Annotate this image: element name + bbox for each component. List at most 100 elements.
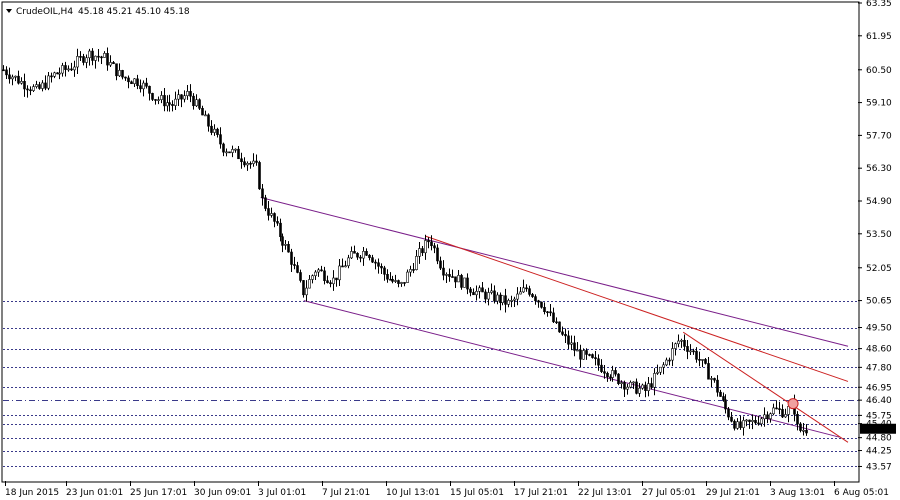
candle-body xyxy=(552,312,555,323)
candle-body xyxy=(594,357,597,360)
candle-body xyxy=(561,331,564,335)
candle-body xyxy=(540,301,543,308)
y-tick-label: 59.10 xyxy=(866,99,892,109)
candle-body xyxy=(769,413,772,419)
candle-body xyxy=(145,82,148,87)
candle-body xyxy=(653,373,656,388)
candle-body xyxy=(644,384,647,391)
candle-body xyxy=(26,88,29,91)
candle-body xyxy=(186,91,189,97)
candle-body xyxy=(299,272,302,281)
plot-frame xyxy=(1,1,860,483)
candle-body xyxy=(338,265,341,281)
candle-body xyxy=(576,349,579,352)
candle-body xyxy=(281,236,284,246)
candle-body xyxy=(772,407,775,415)
candle-body xyxy=(293,264,296,266)
candle-body xyxy=(180,94,183,100)
candle-body xyxy=(454,276,457,283)
candle-body xyxy=(2,69,5,72)
candle-body xyxy=(383,267,386,275)
candle-body xyxy=(118,70,121,77)
candle-body xyxy=(240,158,243,163)
candle-body xyxy=(579,349,582,360)
candle-body xyxy=(243,161,246,166)
candle-body xyxy=(279,222,282,238)
candle-body xyxy=(421,248,424,254)
candle-body xyxy=(365,251,368,256)
candle-body xyxy=(701,359,704,361)
candle-body xyxy=(14,75,17,78)
candle-body xyxy=(736,421,739,429)
candle-body xyxy=(192,95,195,107)
x-tick-label: 17 Jul 21:01 xyxy=(514,488,568,498)
candle-body xyxy=(573,342,576,351)
current-price-box xyxy=(860,423,896,434)
candle-body xyxy=(481,287,484,293)
candle-body xyxy=(151,93,154,100)
candle-body xyxy=(600,364,603,372)
y-tick-label: 47.80 xyxy=(866,363,892,373)
candle-body xyxy=(412,269,415,271)
trendline-channel-bottom xyxy=(303,300,840,438)
x-tick-label: 7 Jul 21:01 xyxy=(322,488,370,498)
candle-body xyxy=(174,98,177,106)
candle-body xyxy=(516,293,519,300)
y-tick-label: 45.75 xyxy=(866,411,892,421)
time-axis: 18 Jun 2015 23 Jun 01:01 25 Jun 17:01 30 Ju… xyxy=(5,481,889,498)
y-tick-label: 48.60 xyxy=(866,345,892,355)
candle-body xyxy=(374,261,377,264)
candle-body xyxy=(344,265,347,268)
dropdown-triangle-icon[interactable] xyxy=(6,9,12,13)
candle-body xyxy=(659,366,662,373)
candle-body xyxy=(276,221,279,224)
candle-body xyxy=(252,160,255,164)
candle-body xyxy=(246,162,249,166)
candle-body xyxy=(391,279,394,282)
candle-body xyxy=(353,251,356,254)
candle-body xyxy=(549,311,552,314)
symbol-label: CrudeOIL,H4 xyxy=(16,7,73,17)
candle-body xyxy=(415,255,418,270)
candle-body xyxy=(457,275,460,283)
candle-body xyxy=(650,383,653,388)
candle-body xyxy=(397,280,400,284)
candle-body xyxy=(41,82,44,89)
candle-body xyxy=(139,85,142,90)
candle-body xyxy=(588,354,591,356)
candle-body xyxy=(61,65,64,74)
candle-body xyxy=(424,240,427,254)
candle-body xyxy=(210,125,213,133)
candle-body xyxy=(632,381,635,384)
candle-body xyxy=(582,350,585,360)
x-tick-label: 27 Jul 05:01 xyxy=(642,488,696,498)
candle-body xyxy=(564,334,567,337)
candle-body xyxy=(234,148,237,151)
candle-body xyxy=(219,134,222,145)
candle-body xyxy=(198,99,201,109)
y-tick-label: 63.35 xyxy=(866,0,892,9)
candle-body xyxy=(463,277,466,288)
candle-body xyxy=(332,277,335,285)
candle-body xyxy=(704,359,707,364)
candle-body xyxy=(558,321,561,333)
candle-body xyxy=(748,419,751,422)
candle-body xyxy=(94,55,97,61)
candle-body xyxy=(311,275,314,280)
candle-body xyxy=(284,243,287,246)
candle-body xyxy=(308,279,311,289)
x-tick-label: 29 Jul 21:01 xyxy=(706,488,760,498)
candle-body xyxy=(70,68,73,71)
candle-body xyxy=(103,53,106,58)
candle-body xyxy=(433,245,436,249)
candle-body xyxy=(698,359,701,361)
candle-body xyxy=(448,274,451,277)
candle-body xyxy=(302,280,305,296)
candle-body xyxy=(719,391,722,397)
candle-body xyxy=(213,128,216,133)
candle-body xyxy=(97,55,100,58)
x-tick-label: 3 Jul 01:01 xyxy=(258,488,306,498)
y-tick-label: 57.70 xyxy=(866,131,892,141)
candle-body xyxy=(662,364,665,368)
